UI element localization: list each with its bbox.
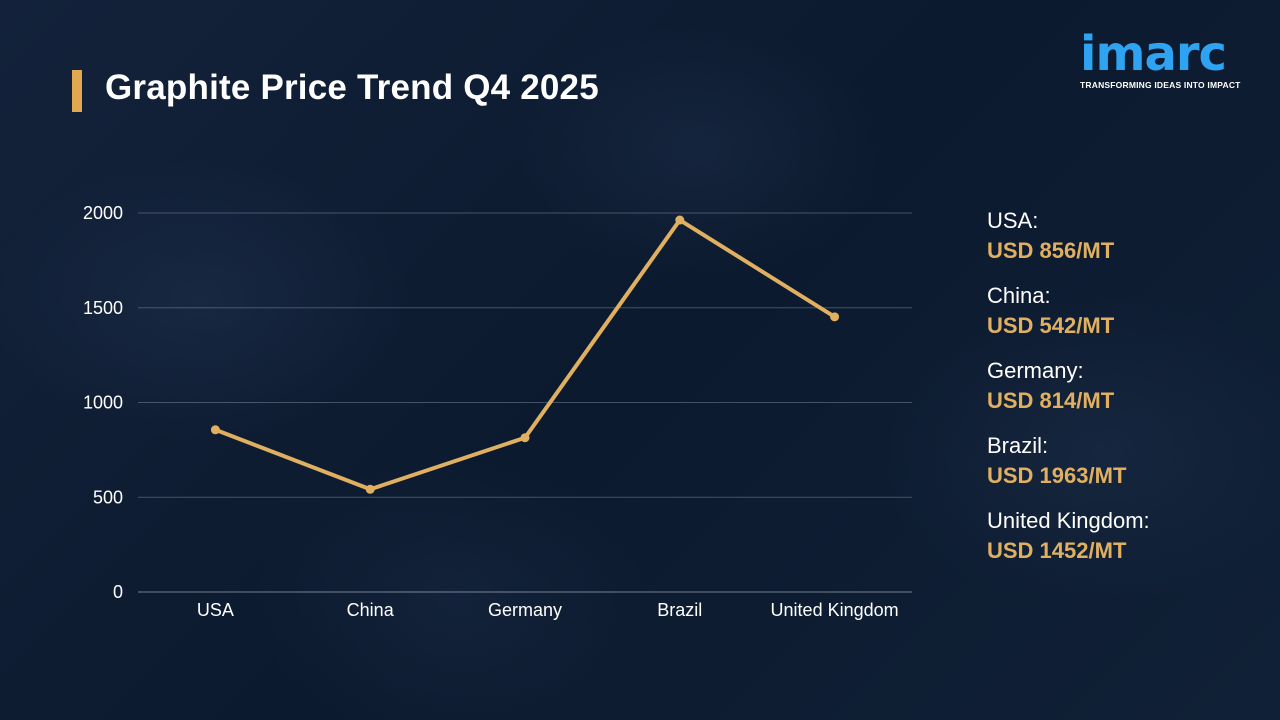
page-title: Graphite Price Trend Q4 2025 [105, 68, 599, 107]
x-tick-label: USA [197, 600, 234, 620]
summary-item-united-kingdom: United Kingdom: USD 1452/MT [987, 506, 1150, 566]
summary-country: Brazil: [987, 433, 1049, 458]
data-point-marker [675, 215, 685, 225]
summary-price: USD 856/MT [987, 238, 1115, 263]
summary-price: USD 814/MT [987, 388, 1115, 413]
y-tick-label: 2000 [83, 203, 123, 223]
summary-country: USA: [987, 208, 1039, 233]
x-axis-ticks: USA China Germany Brazil United Kingdom [197, 600, 899, 620]
x-tick-label: United Kingdom [771, 600, 899, 620]
summary-price: USD 542/MT [987, 313, 1115, 338]
data-point-marker [520, 433, 530, 443]
y-tick-label: 500 [93, 487, 123, 507]
y-tick-label: 0 [113, 582, 123, 602]
y-axis-ticks: 0 500 1000 1500 2000 [83, 203, 123, 602]
summary-item-germany: Germany: USD 814/MT [987, 356, 1150, 416]
logo-wordmark: imarc [1080, 26, 1227, 82]
x-tick-label: China [347, 600, 395, 620]
logo-tagline: TRANSFORMING IDEAS INTO IMPACT [1080, 80, 1241, 90]
price-summary-list: USA: USD 856/MT China: USD 542/MT German… [987, 206, 1150, 581]
x-tick-label: Germany [488, 600, 562, 620]
data-point-marker [830, 312, 840, 322]
summary-country: Germany: [987, 358, 1084, 383]
y-tick-label: 1000 [83, 393, 123, 413]
summary-country: United Kingdom: [987, 508, 1150, 533]
summary-item-usa: USA: USD 856/MT [987, 206, 1150, 266]
chart-gridlines [138, 212, 912, 593]
data-point-marker [210, 425, 220, 435]
summary-price: USD 1963/MT [987, 463, 1127, 488]
price-line [214, 218, 836, 492]
data-point-marker [365, 484, 375, 494]
data-points [210, 215, 840, 494]
summary-item-china: China: USD 542/MT [987, 281, 1150, 341]
summary-country: China: [987, 283, 1051, 308]
x-tick-label: Brazil [657, 600, 702, 620]
summary-item-brazil: Brazil: USD 1963/MT [987, 431, 1150, 491]
imarc-logo: imarc TRANSFORMING IDEAS INTO IMPACT [1080, 26, 1245, 90]
y-tick-label: 1500 [83, 298, 123, 318]
summary-price: USD 1452/MT [987, 538, 1127, 563]
title-accent-bar [72, 70, 82, 112]
